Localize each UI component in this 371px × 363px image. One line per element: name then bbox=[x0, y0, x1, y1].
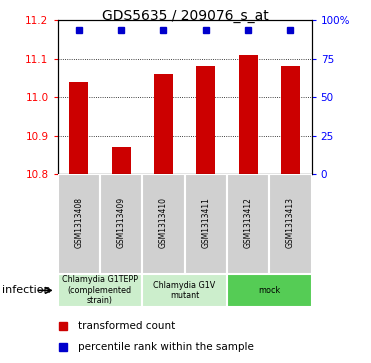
Text: GSM1313411: GSM1313411 bbox=[201, 197, 210, 248]
Bar bbox=[58, 174, 100, 274]
Bar bbox=[58, 274, 142, 307]
Text: mock: mock bbox=[258, 286, 280, 295]
Bar bbox=[227, 174, 269, 274]
Text: GSM1313413: GSM1313413 bbox=[286, 197, 295, 248]
Bar bbox=[69, 82, 88, 174]
Bar bbox=[100, 174, 142, 274]
Text: GSM1313409: GSM1313409 bbox=[116, 197, 125, 248]
Text: GSM1313410: GSM1313410 bbox=[159, 197, 168, 248]
Text: GDS5635 / 209076_s_at: GDS5635 / 209076_s_at bbox=[102, 9, 269, 23]
Text: Chlamydia G1TEPP
(complemented
strain): Chlamydia G1TEPP (complemented strain) bbox=[62, 276, 138, 305]
Text: Chlamydia G1V
mutant: Chlamydia G1V mutant bbox=[154, 281, 216, 300]
Text: transformed count: transformed count bbox=[78, 321, 175, 331]
Bar bbox=[142, 174, 185, 274]
Bar bbox=[154, 74, 173, 174]
Bar bbox=[185, 174, 227, 274]
Text: percentile rank within the sample: percentile rank within the sample bbox=[78, 342, 254, 352]
Bar bbox=[142, 274, 227, 307]
Bar bbox=[196, 66, 215, 174]
Bar bbox=[281, 66, 300, 174]
Text: GSM1313412: GSM1313412 bbox=[244, 197, 253, 248]
Bar bbox=[227, 274, 312, 307]
Text: infection: infection bbox=[2, 285, 50, 295]
Bar bbox=[112, 147, 131, 174]
Text: GSM1313408: GSM1313408 bbox=[74, 197, 83, 248]
Bar bbox=[269, 174, 312, 274]
Bar bbox=[239, 55, 257, 174]
